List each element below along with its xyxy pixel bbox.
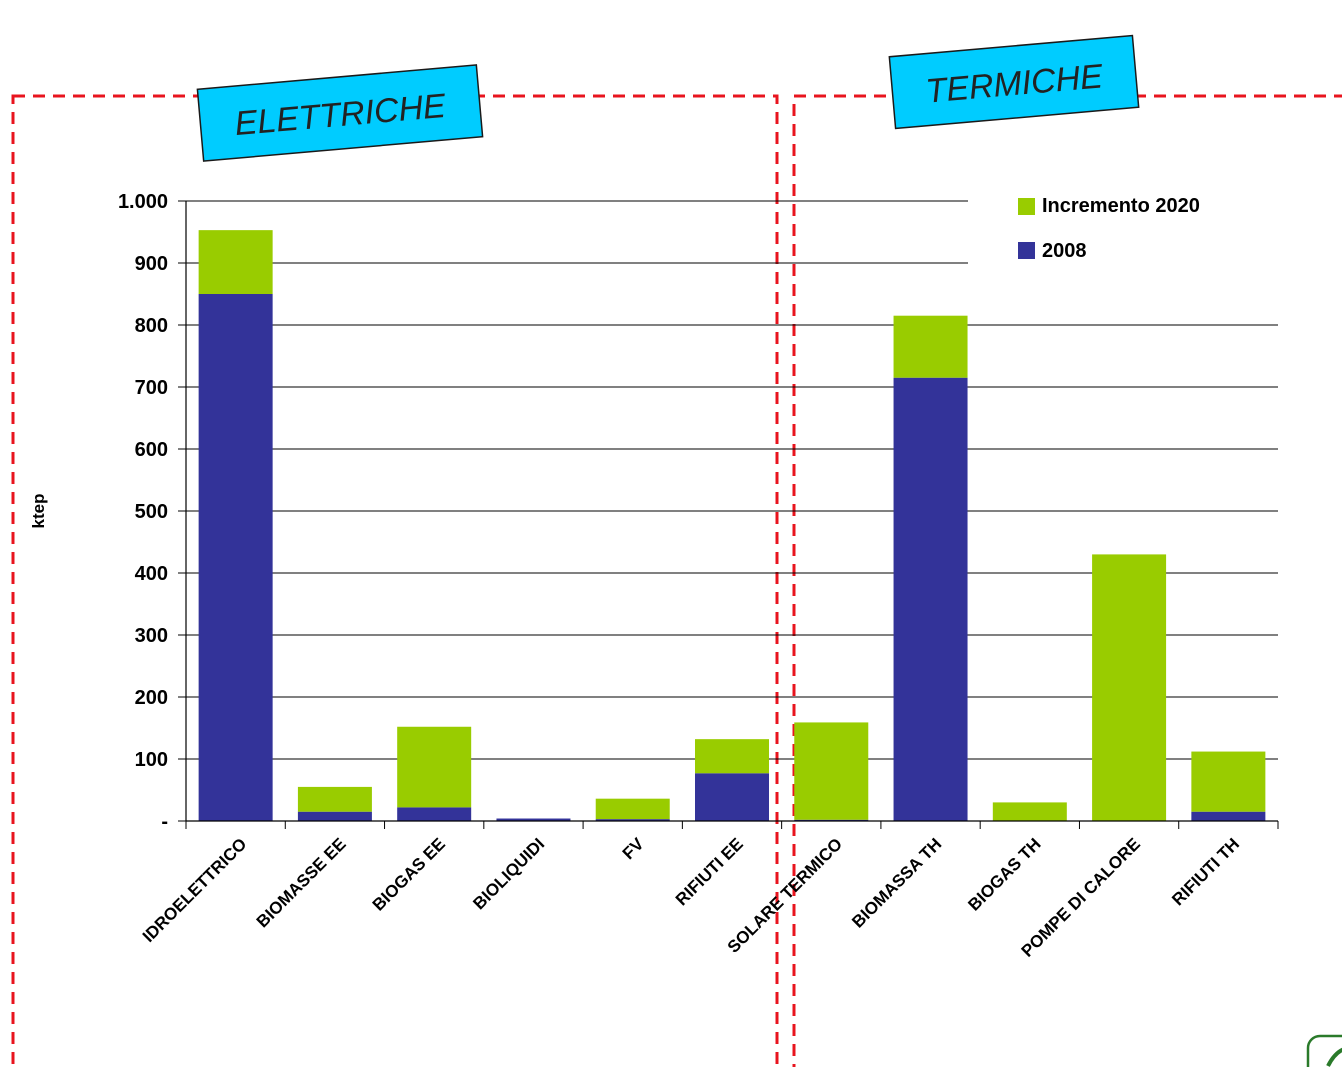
x-tick-label: BIOGAS TH [964, 834, 1044, 914]
x-tick-label: BIOMASSE EE [253, 834, 350, 931]
x-tick-label: SOLARE TERMICO [724, 834, 846, 956]
y-axis-label: ktep [29, 494, 48, 529]
y-tick-label: - [161, 811, 168, 833]
y-tick-label: 800 [135, 315, 168, 337]
electric-banner-box [196, 64, 484, 162]
axes [178, 200, 1279, 829]
legend-swatch-increment [1018, 198, 1035, 215]
bar-increment-2020 [992, 802, 1067, 821]
x-tick-label: FV [619, 834, 648, 863]
bar-2008 [1191, 811, 1266, 821]
y-tick-label: 400 [135, 563, 168, 585]
bar-2008 [794, 819, 869, 821]
bar-2008 [198, 294, 273, 821]
legend-label-increment: Incremento 2020 [1042, 195, 1200, 217]
bar-increment-2020 [794, 722, 869, 820]
electric-banner: ELETTRICHE [196, 64, 484, 162]
y-tick-label: 700 [135, 377, 168, 399]
bar-increment-2020 [893, 315, 968, 378]
electric-section-border [11, 94, 779, 1067]
x-tick-label: RIFIUTI EE [672, 834, 747, 909]
bar-2008 [297, 811, 372, 821]
thermal-banner: TERMICHE [888, 34, 1140, 130]
bar-2008 [893, 377, 968, 821]
bar-increment-2020 [1191, 751, 1266, 812]
x-tick-label: RIFIUTI TH [1168, 834, 1243, 909]
bar-increment-2020 [198, 230, 273, 294]
bar-increment-2020 [397, 726, 472, 808]
y-tick-label: 900 [135, 253, 168, 275]
x-tick-label: BIOLIQUIDI [469, 834, 548, 913]
y-tick-labels: - 100 200 300 400 500 600 700 800 900 1.000 [118, 191, 168, 833]
bar-2008 [496, 818, 571, 821]
legend: Incremento 2020 2008 [968, 180, 1280, 272]
thermal-banner-box [888, 34, 1140, 130]
y-tick-label: 300 [135, 625, 168, 647]
corner-logo-icon [1306, 1034, 1342, 1067]
bar-2008 [397, 807, 472, 821]
y-tick-label: 500 [135, 501, 168, 523]
x-tick-label: BIOGAS EE [369, 834, 449, 914]
bar-2008 [695, 773, 769, 821]
y-tick-label: 600 [135, 439, 168, 461]
bar-increment-2020 [695, 739, 769, 774]
y-tick-label: 1.000 [118, 191, 168, 213]
y-tick-label: 200 [135, 687, 168, 709]
bar-increment-2020 [1092, 554, 1167, 821]
legend-label-2008: 2008 [1042, 240, 1087, 262]
y-tick-label: 100 [135, 749, 168, 771]
x-tick-label: IDROELETTRICO [139, 834, 251, 946]
bar-increment-2020 [297, 786, 372, 812]
x-tick-labels: IDROELETTRICO BIOMASSE EE BIOGAS EE BIOLIQU… [139, 834, 1243, 961]
bar-2008 [595, 819, 670, 821]
bars [198, 230, 1266, 821]
legend-swatch-2008 [1018, 242, 1035, 259]
x-tick-label: BIOMASSA TH [848, 834, 945, 931]
bar-increment-2020 [595, 798, 670, 820]
